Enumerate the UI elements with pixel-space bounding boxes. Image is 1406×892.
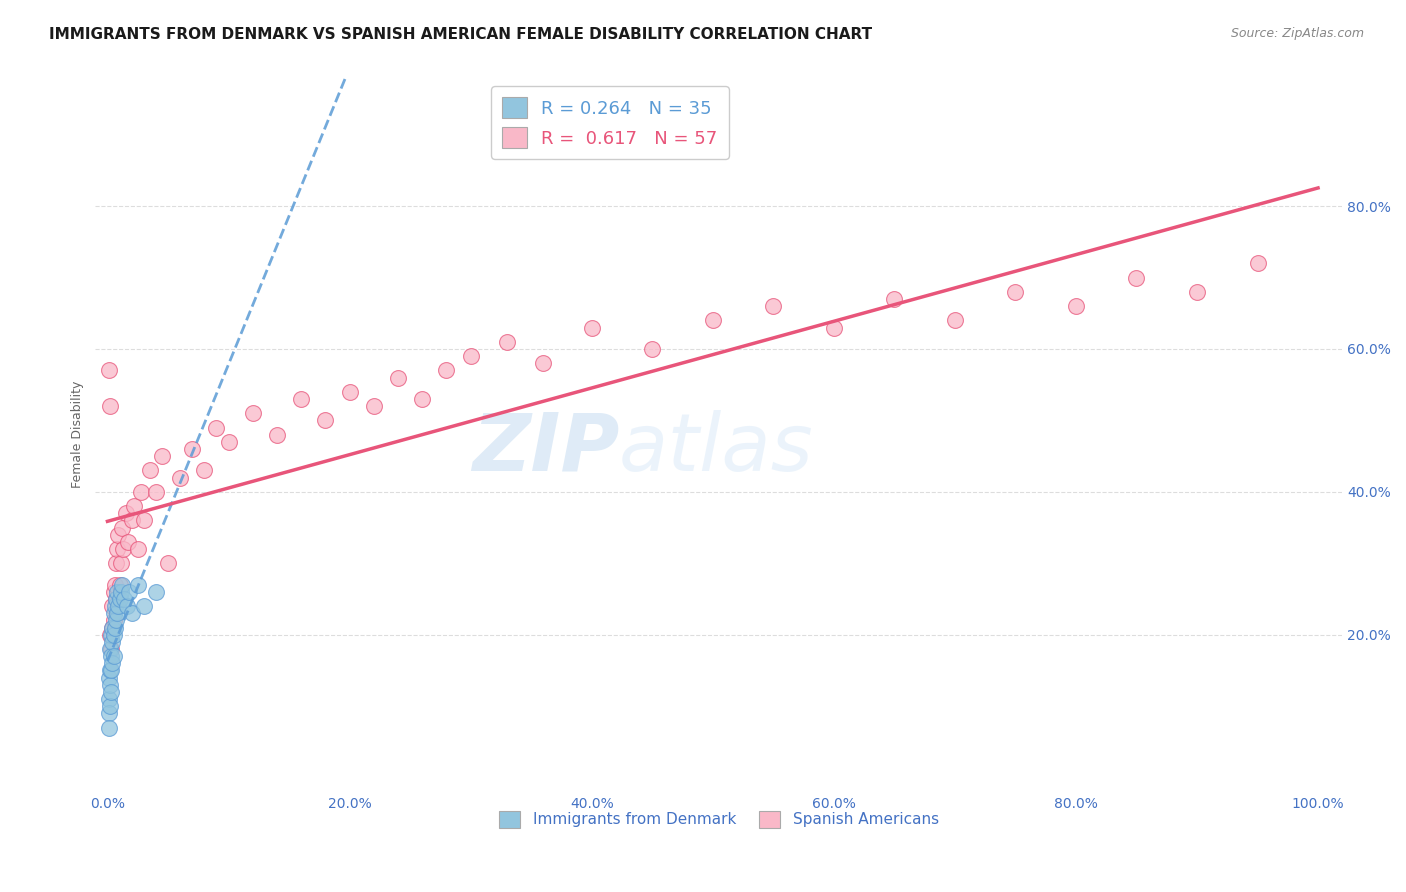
Point [98,628,121,642]
Point [101,657,124,671]
Point [132,599,155,614]
Text: ZIP: ZIP [471,410,619,488]
Point [118,585,141,599]
Point [104,599,127,614]
Point [121,607,143,621]
Point [97,692,120,706]
Text: Source: ZipAtlas.com: Source: ZipAtlas.com [1230,27,1364,40]
Point [702,313,724,327]
Point [150,449,173,463]
Point [105,585,128,599]
Point [883,292,905,306]
Text: IMMIGRANTS FROM DENMARK VS SPANISH AMERICAN FEMALE DISABILITY CORRELATION CHART: IMMIGRANTS FROM DENMARK VS SPANISH AMERI… [49,27,872,42]
Point [98,664,121,678]
Text: atlas: atlas [619,410,814,488]
Point [339,384,361,399]
Point [496,334,519,349]
Point [1125,270,1147,285]
Point [104,592,127,607]
Point [531,356,554,370]
Point [111,578,134,592]
Point [98,678,121,692]
Point [104,621,127,635]
Point [387,370,409,384]
Point [101,599,124,614]
Point [112,592,135,607]
Point [105,541,128,556]
Point [103,614,125,628]
Point [100,649,122,664]
Point [107,599,129,614]
Point [436,363,458,377]
Point [762,299,785,313]
Point [314,413,336,427]
Point [127,541,149,556]
Point [1246,256,1268,270]
Point [108,592,131,607]
Point [363,399,385,413]
Point [111,520,134,534]
Point [127,578,149,592]
Point [104,592,127,607]
Point [97,706,120,721]
Point [103,628,125,642]
Point [156,557,179,571]
Point [104,614,127,628]
Point [98,699,121,714]
Point [103,607,125,621]
Point [169,470,191,484]
Point [97,671,120,685]
Point [181,442,204,456]
Point [101,621,124,635]
Point [145,585,167,599]
Point [132,513,155,527]
Point [98,642,121,657]
Point [117,534,139,549]
Point [105,607,128,621]
Point [242,406,264,420]
Point [107,527,129,541]
Point [266,427,288,442]
Legend: Immigrants from Denmark, Spanish Americans: Immigrants from Denmark, Spanish America… [494,805,945,834]
Point [1185,285,1208,299]
Point [112,541,135,556]
Point [101,621,124,635]
Point [114,506,136,520]
Point [104,557,127,571]
Point [101,635,124,649]
Point [103,649,125,664]
Point [131,484,153,499]
Point [1064,299,1087,313]
Point [290,392,312,406]
Point [641,342,664,356]
Point [218,434,240,449]
Point [122,499,145,513]
Point [108,578,131,592]
Point [411,392,433,406]
Point [823,320,845,334]
Point [110,557,132,571]
Point [193,463,215,477]
Point [100,628,122,642]
Point [100,685,122,699]
Point [145,484,167,499]
Point [460,349,482,363]
Point [205,420,228,434]
Point [1004,285,1026,299]
Point [97,721,120,735]
Point [100,664,122,678]
Point [100,642,122,657]
Point [103,585,125,599]
Point [139,463,162,477]
Point [97,363,120,377]
Point [121,513,143,527]
Point [98,399,121,413]
Point [581,320,603,334]
Point [115,599,138,614]
Point [943,313,966,327]
Point [104,578,127,592]
Point [110,585,132,599]
Y-axis label: Female Disability: Female Disability [72,381,84,489]
